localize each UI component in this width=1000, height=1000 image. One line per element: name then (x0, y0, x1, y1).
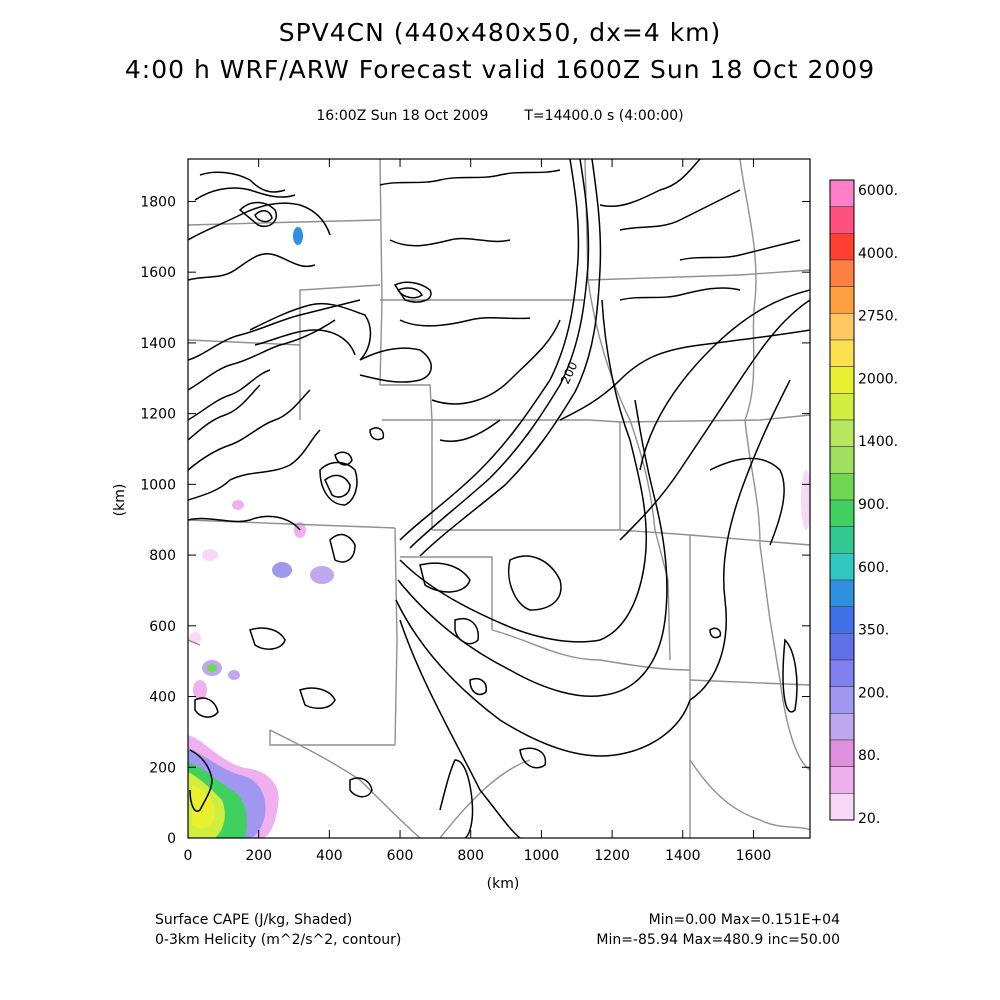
y-tick-label: 200 (149, 760, 176, 776)
x-tick-label: 1600 (736, 848, 772, 864)
colorbar-swatch (829, 419, 855, 447)
x-tick-label: 800 (457, 848, 484, 864)
forecast-title: 4:00 h WRF/ARW Forecast valid 1600Z Sun … (124, 55, 876, 84)
x-tick-label: 1400 (665, 848, 701, 864)
map-plot-area: 200 (188, 159, 810, 838)
y-tick-label: 1200 (140, 407, 176, 423)
y-tick-label: 400 (149, 690, 176, 706)
colorbar-swatch (829, 393, 855, 421)
footer-left-1: Surface CAPE (J/kg, Shaded) (155, 912, 353, 928)
colorbar-swatch (829, 473, 855, 501)
colorbar-swatch (829, 793, 855, 821)
x-axis: 0 200 400 600 800 1000 1200 1400 1600 (184, 159, 772, 864)
colorbar-swatch (829, 526, 855, 554)
contour-label: 200 (558, 360, 580, 387)
y-tick-label: 1400 (140, 336, 176, 352)
y-tick-label: 1800 (140, 194, 176, 210)
colorbar-swatch (829, 499, 855, 527)
x-tick-label: 0 (184, 848, 193, 864)
y-axis-label: (km) (112, 484, 128, 517)
colorbar-swatch (829, 766, 855, 794)
x-tick-label: 1000 (524, 848, 560, 864)
valid-time: 16:00Z Sun 18 Oct 2009 (316, 108, 489, 124)
colorbar-label: 600. (858, 560, 889, 576)
y-tick-label: 1600 (140, 265, 176, 281)
colorbar-label: 6000. (858, 183, 898, 199)
x-tick-label: 1200 (594, 848, 630, 864)
subtitle: 16:00Z Sun 18 Oct 2009 T=14400.0 s (4:00:… (0, 108, 1000, 124)
colorbar-swatch (829, 579, 855, 607)
colorbar-swatch (829, 686, 855, 714)
footer-right-1: Min=0.00 Max=0.151E+04 (648, 912, 840, 928)
colorbar-swatch (829, 739, 855, 767)
colorbar-swatch (829, 206, 855, 234)
state-boundaries (188, 159, 810, 838)
cape-shading (188, 227, 810, 838)
y-tick-label: 600 (149, 619, 176, 635)
colorbar-label: 200. (858, 685, 889, 701)
x-tick-label: 400 (316, 848, 343, 864)
y-tick-label: 1000 (140, 477, 176, 493)
model-time: T=14400.0 s (4:00:00) (524, 108, 684, 124)
colorbar-swatch (829, 659, 855, 687)
colorbar-label: 20. (858, 811, 880, 827)
colorbar-swatch (829, 366, 855, 394)
colorbar-swatch (829, 286, 855, 314)
colorbar-label: 2750. (858, 309, 898, 325)
colorbar-label: 2000. (858, 371, 898, 387)
x-tick-label: 200 (245, 848, 272, 864)
colorbar-swatch (829, 633, 855, 661)
y-tick-label: 0 (167, 831, 176, 847)
plot-frame (187, 158, 811, 839)
colorbar-label: 350. (858, 623, 889, 639)
footer-right-2: Min=-85.94 Max=480.9 inc=50.00 (596, 932, 840, 948)
colorbar-swatch (829, 606, 855, 634)
colorbar-swatch (829, 339, 855, 367)
colorbar-label: 4000. (858, 246, 898, 262)
colorbar-swatch (829, 313, 855, 341)
colorbar-swatch (829, 553, 855, 581)
colorbar-label: 1400. (858, 434, 898, 450)
colorbar-swatch (829, 446, 855, 474)
colorbar-label: 80. (858, 748, 880, 764)
colorbar-label: 900. (858, 497, 889, 513)
cape-colorbar: 6000. 4000. 2750. 2000. 1400. 900. 600. 350. 200… (829, 179, 898, 827)
map-title: SPV4CN (440x480x50, dx=4 km) (278, 18, 722, 47)
y-axis: 0 200 400 600 800 1000 1200 1400 1600 1800 (140, 194, 810, 847)
helicity-contours (188, 159, 810, 838)
x-axis-label: (km) (487, 876, 520, 892)
colorbar-swatch (829, 179, 855, 207)
x-tick-label: 600 (387, 848, 414, 864)
colorbar-swatch (829, 713, 855, 741)
colorbar-swatch (829, 233, 855, 261)
footer-left-2: 0-3km Helicity (m^2/s^2, contour) (155, 932, 402, 948)
colorbar-frame (829, 179, 855, 821)
y-tick-label: 800 (149, 548, 176, 564)
colorbar-swatch (829, 259, 855, 287)
